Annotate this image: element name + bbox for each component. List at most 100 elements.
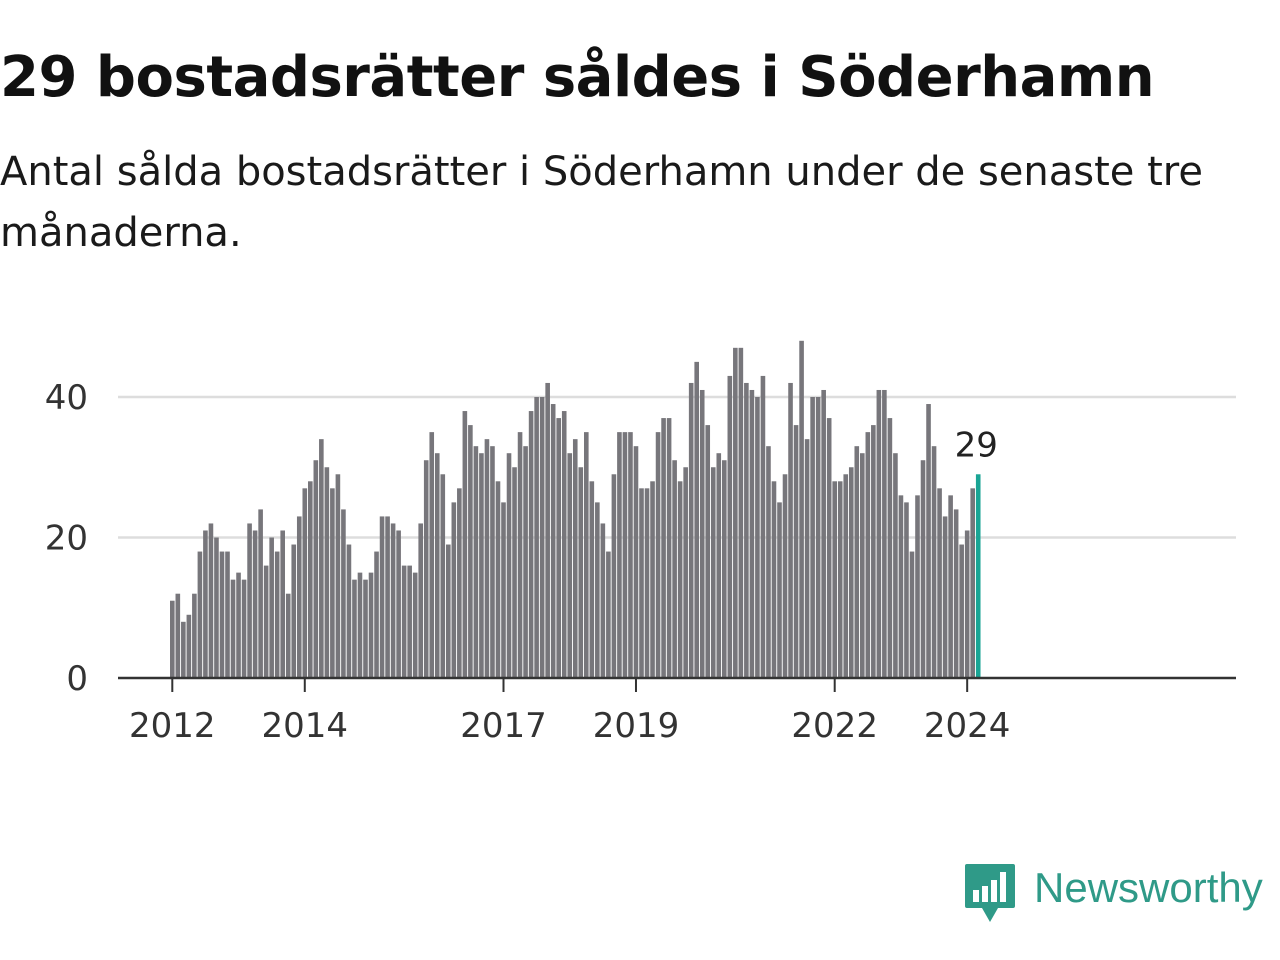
bar <box>396 530 401 678</box>
bar <box>572 439 578 678</box>
bar <box>550 404 556 678</box>
bar <box>252 530 258 678</box>
bar <box>926 404 931 678</box>
bar <box>423 460 429 678</box>
bar <box>291 544 297 678</box>
bar <box>451 502 457 678</box>
chart-subtitle: Antal sålda bostadsrätter i Söderhamn un… <box>0 149 1203 256</box>
bar <box>539 397 545 678</box>
bar <box>379 516 385 678</box>
bar <box>495 481 501 678</box>
bar <box>241 579 247 678</box>
bar <box>385 516 390 678</box>
bar <box>777 502 782 678</box>
bar <box>335 474 341 678</box>
bar <box>744 382 749 678</box>
bar <box>738 347 744 678</box>
bar <box>473 446 479 678</box>
bar <box>821 389 826 678</box>
bar <box>964 530 970 678</box>
bar <box>766 446 771 678</box>
bar <box>633 446 639 678</box>
bar <box>197 551 203 678</box>
bar <box>937 488 942 678</box>
bar <box>346 544 352 678</box>
bar-chart: 0 20 40 2012 2014 2017 2019 2022 2024 29 <box>45 340 1236 746</box>
bar <box>865 432 871 678</box>
bar <box>898 495 904 678</box>
x-tick-label: 2017 <box>460 706 547 746</box>
chart-title: 29 bostadsrätter såldes i Söderhamn <box>0 45 1155 110</box>
bar <box>617 432 622 678</box>
bar <box>799 340 804 678</box>
bar <box>650 481 655 678</box>
bar <box>208 523 214 678</box>
bar <box>269 537 274 678</box>
y-axis-tick-labels: 0 20 40 <box>45 378 88 699</box>
bar <box>876 389 882 678</box>
bar <box>666 418 672 678</box>
bar <box>512 467 517 678</box>
bar <box>330 488 335 678</box>
bar <box>826 418 832 678</box>
bar <box>584 432 589 678</box>
bar <box>589 481 595 678</box>
bar <box>860 453 865 678</box>
bar <box>368 572 374 678</box>
bar <box>611 474 617 678</box>
x-tick-label: 2022 <box>791 706 878 746</box>
bars <box>170 340 981 678</box>
bar <box>363 579 368 678</box>
bar <box>782 474 788 678</box>
bar <box>639 488 644 678</box>
bar <box>567 453 573 678</box>
bar <box>308 481 313 678</box>
bar <box>793 425 799 678</box>
bar <box>457 488 462 678</box>
bar <box>203 530 208 678</box>
bar <box>357 572 363 678</box>
newsworthy-logo-icon <box>965 864 1015 922</box>
bar <box>942 516 948 678</box>
bar <box>595 502 600 678</box>
bar <box>352 579 357 678</box>
bar <box>418 523 423 678</box>
bar <box>804 439 810 678</box>
bar <box>319 439 324 678</box>
bar <box>920 460 926 678</box>
bar <box>843 474 849 678</box>
bar <box>274 551 280 678</box>
bar <box>705 425 711 678</box>
bar <box>755 397 760 678</box>
bar <box>313 460 319 678</box>
bar <box>887 418 893 678</box>
bar <box>490 446 495 678</box>
bar <box>915 495 920 678</box>
bar <box>446 544 451 678</box>
bar <box>324 467 330 678</box>
bar <box>959 544 964 678</box>
bar <box>390 523 396 678</box>
bar <box>733 347 738 678</box>
bar <box>186 614 192 678</box>
bar <box>771 481 777 678</box>
bar <box>854 446 860 678</box>
bar <box>837 481 843 678</box>
bar <box>506 453 512 678</box>
bar <box>606 551 611 678</box>
x-tick-label: 2012 <box>129 706 216 746</box>
bar <box>302 488 308 678</box>
brand-name: Newsworthy <box>1034 864 1263 911</box>
bar <box>247 523 252 678</box>
bar <box>285 593 291 678</box>
bar <box>882 389 887 678</box>
bar <box>893 453 898 678</box>
bar <box>578 467 584 678</box>
bar <box>517 432 523 678</box>
x-tick-label: 2014 <box>262 706 349 746</box>
bar <box>468 425 473 678</box>
bar <box>236 572 241 678</box>
bar <box>296 516 302 678</box>
bar <box>760 375 766 678</box>
bar <box>440 474 446 678</box>
